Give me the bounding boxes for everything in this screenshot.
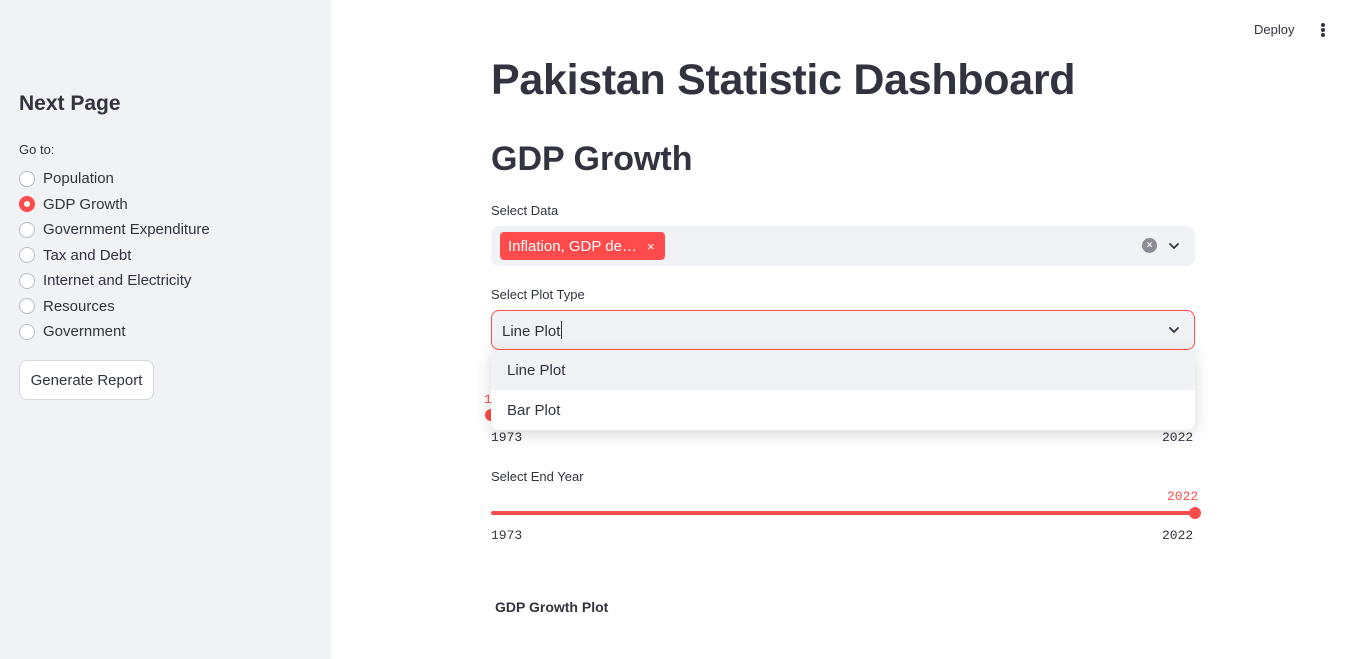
- radio-label: Government Expenditure: [43, 221, 210, 239]
- select-data-label: Select Data: [491, 203, 559, 218]
- radio-circle: [19, 298, 35, 315]
- radio-gdp-growth[interactable]: GDP Growth: [19, 192, 210, 218]
- radio-circle-selected: [19, 196, 35, 213]
- end-year-min-tick: 1973: [491, 528, 523, 543]
- sidebar-title: Next Page: [19, 92, 121, 115]
- text-caret: [561, 321, 563, 339]
- end-year-value: 2022: [1167, 489, 1199, 504]
- plot-type-select[interactable]: Line Plot: [491, 310, 1195, 350]
- end-year-slider-thumb[interactable]: [1189, 507, 1201, 519]
- tag-remove-icon[interactable]: ×: [646, 238, 655, 254]
- radio-circle: [19, 272, 35, 289]
- radio-label: Population: [43, 170, 114, 188]
- end-year-slider-track[interactable]: [491, 511, 1195, 515]
- radio-label: Resources: [43, 297, 115, 315]
- plot-type-dropdown: Line Plot Bar Plot: [491, 350, 1195, 430]
- radio-circle: [19, 323, 35, 340]
- plot-title: GDP Growth Plot: [495, 599, 609, 615]
- start-year-max-tick: 2022: [1162, 430, 1194, 445]
- generate-report-button[interactable]: Generate Report: [19, 360, 154, 400]
- radio-label: Tax and Debt: [43, 246, 132, 264]
- chevron-down-icon[interactable]: [1168, 324, 1180, 336]
- selected-data-tag: Inflation, GDP de… ×: [500, 232, 665, 260]
- select-plot-type-label: Select Plot Type: [491, 287, 585, 302]
- plot-type-value: Line Plot: [502, 323, 561, 340]
- plot-type-value-wrap: Line Plot: [502, 321, 563, 340]
- deploy-button[interactable]: Deploy: [1254, 22, 1295, 37]
- radio-internet-and-electricity[interactable]: Internet and Electricity: [19, 268, 210, 294]
- option-bar-plot[interactable]: Bar Plot: [507, 401, 561, 419]
- radio-circle: [19, 247, 35, 264]
- chevron-down-icon[interactable]: [1168, 240, 1180, 252]
- page-title: Pakistan Statistic Dashboard: [491, 56, 1076, 104]
- goto-label: Go to:: [19, 142, 55, 157]
- page-radio-group: Population GDP Growth Government Expendi…: [19, 166, 210, 345]
- kebab-dot: [1321, 28, 1325, 32]
- kebab-dot: [1321, 23, 1325, 27]
- tag-label: Inflation, GDP de…: [508, 237, 637, 255]
- radio-circle: [19, 170, 35, 187]
- radio-tax-and-debt[interactable]: Tax and Debt: [19, 243, 210, 269]
- radio-label: Government: [43, 323, 126, 341]
- radio-label: Internet and Electricity: [43, 272, 192, 290]
- clear-all-icon[interactable]: ×: [1142, 238, 1157, 253]
- end-year-max-tick: 2022: [1162, 528, 1194, 543]
- kebab-menu-icon[interactable]: [1316, 20, 1330, 40]
- radio-resources[interactable]: Resources: [19, 294, 210, 320]
- start-year-min-tick: 1973: [491, 430, 523, 445]
- start-year-value: 1: [484, 392, 492, 407]
- select-data-multiselect[interactable]: Inflation, GDP de… × ×: [491, 226, 1195, 266]
- radio-government[interactable]: Government: [19, 319, 210, 345]
- radio-circle: [19, 221, 35, 238]
- kebab-dot: [1321, 33, 1325, 37]
- section-title: GDP Growth: [491, 140, 693, 178]
- option-line-plot[interactable]: Line Plot: [491, 350, 1195, 390]
- radio-government-expenditure[interactable]: Government Expenditure: [19, 217, 210, 243]
- select-end-year-label: Select End Year: [491, 469, 584, 484]
- sidebar: Next Page Go to: Population GDP Growth G…: [0, 0, 331, 659]
- radio-population[interactable]: Population: [19, 166, 210, 192]
- radio-label: GDP Growth: [43, 195, 128, 213]
